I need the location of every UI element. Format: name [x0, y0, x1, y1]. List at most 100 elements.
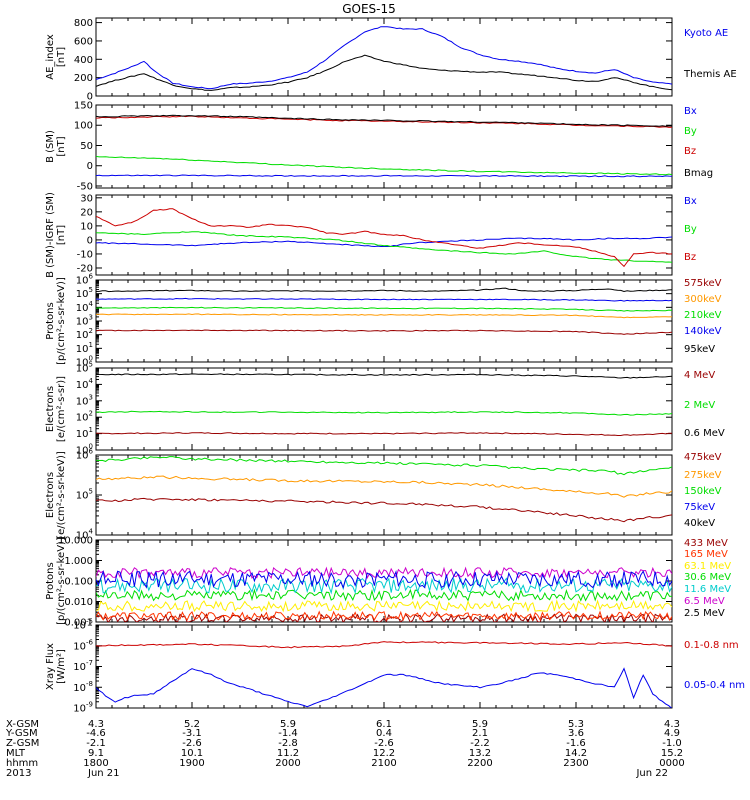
y-tick-label: 100 [74, 121, 93, 132]
series-group [96, 373, 672, 436]
legend-bx: Bx [684, 196, 697, 207]
series-line-140kev [96, 297, 672, 302]
legend-150kev: 150keV [684, 486, 722, 497]
series-line-30-6-mev [96, 588, 672, 602]
series-line-63-1-mev [96, 599, 672, 613]
ephemeris-cell: 2100 [371, 758, 396, 769]
ephemeris-row-label: hhmm [6, 758, 38, 769]
series-line-bx [96, 236, 672, 248]
legend-6-5-mev: 6.5 MeV [684, 596, 725, 607]
legend-63-1-mev: 63.1 MeV [684, 561, 731, 572]
legend-210kev: 210keV [684, 310, 722, 321]
legend-4-mev: 4 MeV [684, 370, 715, 381]
y-tick-label: 0.010 [64, 597, 93, 608]
ephemeris-cell: 5.2 [184, 719, 200, 730]
series-line-300kev [96, 313, 672, 319]
ephemeris-cell: -1.0 [662, 738, 682, 749]
legend-kyoto-ae: Kyoto AE [684, 28, 728, 39]
series-line-bmag [96, 114, 672, 127]
ephemeris-cell: -4.6 [86, 728, 106, 739]
y-tick-exponent: 2 [89, 327, 93, 335]
panel-ylabel: Protons [45, 562, 56, 599]
ephemeris-cell: 2000 [275, 758, 300, 769]
series-line-by [96, 155, 672, 176]
ephemeris-cell: Jun 22 [635, 768, 668, 779]
y-tick-label: 800 [74, 18, 93, 29]
y-tick-label: 0 [87, 161, 93, 172]
series-line-0-05-0-4-nm [96, 667, 672, 708]
series-line-150kev [96, 456, 672, 476]
y-tick-label: 150 [74, 101, 93, 112]
series-line-by [96, 231, 672, 263]
ephemeris-cell: 11.2 [277, 748, 299, 759]
y-tick-exponent: -5 [86, 618, 93, 626]
ephemeris-cell: -1.4 [278, 728, 298, 739]
legend-165-mev: 165 MeV [684, 549, 728, 560]
panel-bsm: -50 0 50 100 150 B (SM) [nT] Bx By Bz Bmag [45, 101, 713, 193]
y-tick-exponent: 1 [89, 341, 93, 349]
series-line-unlabeled [96, 569, 672, 589]
legend-bz: Bz [684, 252, 696, 263]
series-line-4-mev [96, 432, 672, 436]
panel-ylabel: [nT] [56, 225, 67, 245]
legend-11-6-mev: 11.6 MeV [684, 584, 731, 595]
series-line-275kev [96, 475, 672, 498]
ephemeris-cell: -3.1 [182, 728, 202, 739]
series-line-95kev [96, 287, 672, 293]
y-tick-label: 0 [87, 92, 93, 103]
y-tick-label: 0 [87, 235, 93, 246]
legend-by: By [684, 126, 697, 137]
ephemeris-cell: 1900 [179, 758, 204, 769]
panel-ylabel: [nT] [56, 136, 67, 156]
ephemeris-cell: -2.1 [86, 738, 106, 749]
series-line-bx [96, 174, 672, 178]
series-group [96, 208, 672, 268]
series-group [96, 540, 672, 622]
ephemeris-cell: 5.9 [280, 719, 296, 730]
ephemeris-cell: 14.2 [565, 748, 587, 759]
ephemeris-cell: 0000 [659, 758, 684, 769]
ephemeris-row-label: 2013 [6, 768, 31, 779]
y-tick-exponent: 3 [89, 393, 93, 401]
legend-bx: Bx [684, 106, 697, 117]
series-line-433-mev [96, 613, 672, 622]
panel-ylabel: B (SM)-IGRF (SM) [45, 192, 56, 278]
ephemeris-cell: 2300 [563, 758, 588, 769]
y-tick-exponent: -9 [86, 701, 93, 709]
legend-bmag: Bmag [684, 168, 713, 179]
ephemeris-cell: 1800 [83, 758, 108, 769]
ephemeris-cell: 3.6 [568, 728, 584, 739]
ephemeris-cell: Jun 21 [87, 768, 120, 779]
panel-ylabel: AE_index [45, 34, 56, 80]
y-tick-label: 20 [80, 207, 93, 218]
ephemeris-cell: 5.9 [472, 719, 488, 730]
series-line-475kev [96, 497, 672, 523]
y-tick-exponent: 0 [89, 443, 93, 451]
panel-bsm_igrf: -20 -10 0 10 20 30 B (SM)-IGRF (SM) [nT] Bx By Bz [45, 192, 697, 278]
series-line-210kev [96, 306, 672, 312]
ephemeris-cell: -2.2 [470, 738, 490, 749]
y-tick-exponent: 5 [89, 286, 93, 294]
chart-title: GOES-15 [342, 2, 396, 16]
panel-ylabel: Electrons [45, 472, 56, 518]
y-tick-exponent: 1 [89, 426, 93, 434]
ephemeris-cell: 13.2 [469, 748, 491, 759]
ephemeris-cell: 2.1 [472, 728, 488, 739]
legend-0-6-mev: 0.6 MeV [684, 428, 725, 439]
ephemeris-cell: 4.3 [88, 719, 104, 730]
y-tick-label: 0.001 [64, 618, 93, 629]
series-line-kyoto-ae [96, 26, 672, 90]
series-group [96, 114, 672, 178]
panel-ylabel: Xray Flux [45, 643, 56, 690]
y-tick-label: -20 [77, 263, 93, 274]
y-tick-exponent: 5 [89, 361, 93, 369]
y-tick-label: 200 [74, 73, 93, 84]
y-tick-exponent: 6 [89, 448, 94, 456]
series-line-11-6-mev [96, 576, 672, 595]
series-group [96, 26, 672, 91]
legend-30-6-mev: 30.6 MeV [684, 572, 731, 583]
